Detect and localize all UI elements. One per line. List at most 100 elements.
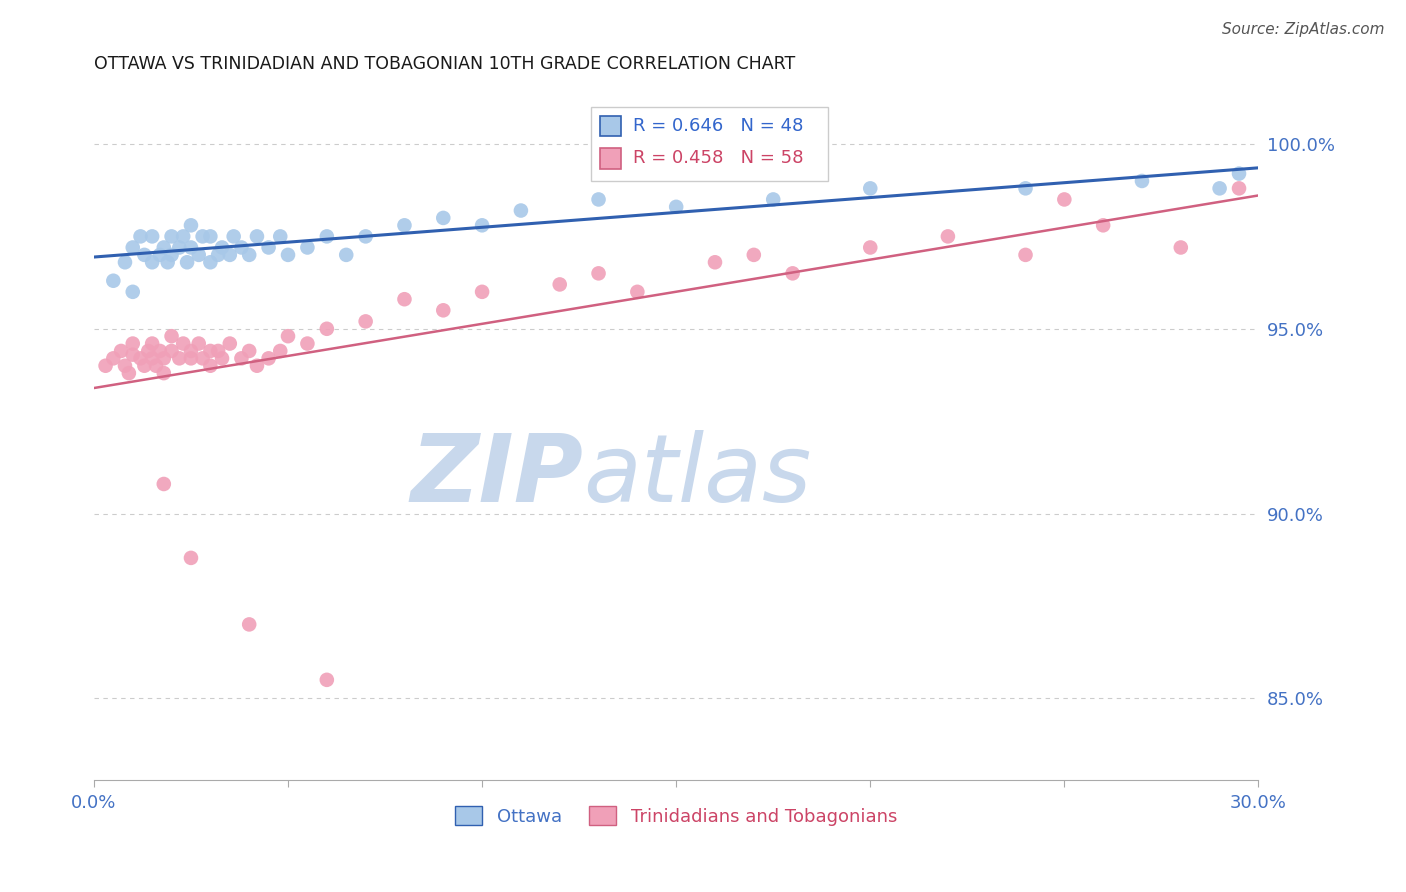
Point [141,336,163,351]
Point [211,240,233,254]
Point [471,219,494,233]
Point [136,343,159,358]
Point [200,343,222,358]
Point [315,322,337,336]
Point [354,229,377,244]
Point [1208,181,1230,195]
Point [156,255,179,269]
Point [432,211,454,225]
Text: ZIP: ZIP [411,430,583,522]
Point [180,351,202,366]
Point [238,617,260,632]
Point [936,229,959,244]
Point [782,266,804,280]
Point [187,336,209,351]
Point [354,314,377,328]
Point [1227,167,1250,181]
Point [1130,174,1153,188]
Text: R = 0.458   N = 58: R = 0.458 N = 58 [633,149,804,168]
Point [548,277,571,292]
Point [1053,193,1076,207]
Point [335,248,357,262]
Point [218,248,240,262]
Point [121,240,143,254]
Point [207,343,229,358]
Point [471,285,494,299]
Point [149,248,172,262]
Text: atlas: atlas [583,430,811,521]
Point [762,193,785,207]
Point [859,181,882,195]
Bar [591,107,828,181]
Point [588,266,610,280]
Point [152,240,174,254]
Legend: Ottawa, Trinidadians and Tobagonians: Ottawa, Trinidadians and Tobagonians [449,799,904,833]
Point [141,229,163,244]
Point [432,303,454,318]
Point [149,343,172,358]
Point [134,359,156,373]
Point [121,348,143,362]
Point [859,240,882,254]
Point [315,673,337,687]
Point [152,351,174,366]
Point [238,343,260,358]
Point [121,285,143,299]
Point [160,343,183,358]
Point [103,351,125,366]
Point [257,351,280,366]
Point [145,359,167,373]
Point [297,240,319,254]
Point [297,336,319,351]
Point [180,550,202,565]
Point [207,248,229,262]
Point [277,248,299,262]
Point [269,343,291,358]
Point [129,351,152,366]
Point [588,193,610,207]
Point [152,366,174,380]
Point [160,329,183,343]
Point [200,229,222,244]
Point [315,229,337,244]
Point [169,240,191,254]
Point [121,336,143,351]
Point [1014,248,1036,262]
Point [141,351,163,366]
Point [231,240,253,254]
Point [509,203,531,218]
Point [200,359,222,373]
Point [152,477,174,491]
Point [394,292,416,306]
Point [118,366,141,380]
Point [169,351,191,366]
Point [134,248,156,262]
Point [269,229,291,244]
Point [742,248,765,262]
Point [180,240,202,254]
Point [187,248,209,262]
Point [176,255,198,269]
Point [110,343,132,358]
Point [665,200,688,214]
Point [114,359,136,373]
Bar [600,148,621,169]
Point [394,219,416,233]
Text: OTTAWA VS TRINIDADIAN AND TOBAGONIAN 10TH GRADE CORRELATION CHART: OTTAWA VS TRINIDADIAN AND TOBAGONIAN 10T… [94,55,796,73]
Point [238,248,260,262]
Point [160,229,183,244]
Point [141,255,163,269]
Point [626,285,648,299]
Point [160,248,183,262]
Point [1227,181,1250,195]
Point [211,351,233,366]
Point [1092,219,1115,233]
Point [222,229,245,244]
Point [257,240,280,254]
Point [277,329,299,343]
Point [1014,181,1036,195]
Point [129,229,152,244]
Point [246,229,269,244]
Point [200,255,222,269]
Text: R = 0.646   N = 48: R = 0.646 N = 48 [633,117,803,135]
